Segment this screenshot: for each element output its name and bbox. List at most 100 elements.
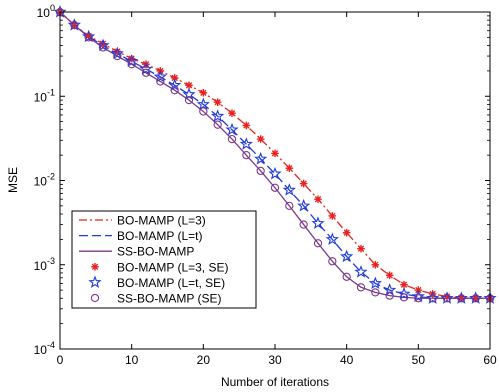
data-point-star [125,54,139,67]
data-point-star [139,62,153,75]
data-point-circle [328,257,337,266]
y-tick-label: 10-3 [34,256,55,273]
data-point-star [311,216,325,229]
data-point-asterisk [357,244,365,253]
x-axis-title: Number of iterations [221,375,329,389]
data-point-circle [213,120,222,129]
series-layer [53,5,497,304]
data-point-star [211,109,225,122]
data-point-star [469,291,483,304]
x-tick-label: 0 [57,353,64,367]
y-tick-base: 10 [37,6,51,20]
data-point-star [440,291,454,304]
y-tick-exponent: 0 [50,3,55,13]
data-point-asterisk [228,109,236,117]
data-point-circle [428,294,437,303]
y-axis-title: MSE [6,167,20,193]
data-point-asterisk [385,271,394,280]
y-tick-exponent: -1 [47,87,55,97]
data-point-asterisk [342,228,351,237]
y-tick-label: 10-1 [34,87,55,104]
legend-box [71,210,257,309]
data-point-star [110,46,124,60]
data-point-circle [299,220,308,229]
legend-label: SS-BO-MAMP (SE) [117,292,221,306]
data-point-circle [457,294,466,303]
legend-label: BO-MAMP (L=t, SE) [117,276,225,290]
y-tick-exponent: -2 [47,172,55,182]
legend-label: BO-MAMP (L=t) [117,229,202,243]
data-point-asterisk [314,195,322,203]
series-markers-ss-bo-mamp-se [55,7,495,303]
data-point-asterisk [371,260,380,269]
data-point-circle [156,77,165,86]
data-point-star [282,183,296,196]
legend: BO-MAMP (L=3)BO-MAMP (L=t)SS-BO-MAMPBO-M… [71,210,257,309]
data-point-circle [371,288,380,297]
y-tick-base: 10 [34,175,48,189]
y-tick-base: 10 [34,343,48,357]
data-point-circle [270,183,280,192]
data-point-circle [242,150,251,160]
data-point-circle [70,20,79,30]
legend-item-ss-bo-mamp-se: SS-BO-MAMP (SE) [90,292,221,306]
x-tick-label: 20 [197,353,211,367]
x-tick-label: 10 [125,353,139,367]
y-tick-base: 10 [34,90,48,104]
legend-swatch [88,275,102,289]
y-tick-label: 10-2 [34,172,55,189]
legend-item-bo-mamp-l-3: BO-MAMP (L=3) [79,214,206,228]
data-point-circle [442,294,452,303]
legend-label: BO-MAMP (L=3, SE) [117,260,228,274]
data-point-circle [170,86,179,95]
x-tick-label: 40 [340,353,354,367]
data-point-circle [84,33,93,42]
data-point-circle [385,291,394,300]
x-tick-label: 30 [268,353,282,367]
data-point-circle [141,68,151,77]
data-point-asterisk [328,212,337,220]
data-point-circle [184,95,194,105]
x-tick-label: 60 [483,353,497,367]
data-point-asterisk [299,179,308,188]
data-point-star [82,29,96,43]
data-point-asterisk [242,121,251,130]
data-point-circle [256,166,265,176]
data-point-circle [313,239,323,248]
legend-item-bo-mamp-l-t: BO-MAMP (L=t) [79,229,202,243]
x-tick-label: 50 [412,353,426,367]
data-point-star [297,198,311,212]
data-point-star [368,276,382,290]
data-point-star [67,18,81,31]
data-point-star [354,265,368,278]
y-tick-label: 100 [37,3,55,20]
y-tick-exponent: -3 [47,256,55,266]
legend-item-bo-mamp-l-3-se: BO-MAMP (L=3, SE) [91,260,228,274]
data-point-circle [414,294,423,303]
data-point-circle [356,283,366,292]
legend-label: SS-BO-MAMP [117,245,194,259]
data-point-asterisk [256,135,265,143]
data-point-circle [471,294,480,303]
data-point-star [153,69,167,83]
data-point-star [426,291,440,304]
legend-swatch [91,263,99,271]
data-point-star [397,287,411,300]
legend-item-bo-mamp-l-t-se: BO-MAMP (L=t, SE) [88,275,225,290]
y-tick-base: 10 [34,259,48,273]
legend-item-ss-bo-mamp: SS-BO-MAMP [79,245,194,259]
data-point-star [96,38,110,52]
data-point-circle [285,201,294,211]
y-tick-exponent: -4 [47,340,55,350]
data-point-star [168,78,182,91]
plot-frame [59,11,491,350]
data-point-asterisk [285,164,294,172]
data-point-circle [227,134,237,144]
data-point-star [239,137,253,150]
data-point-star [411,289,425,303]
data-point-circle [399,293,409,302]
data-point-circle [98,43,108,52]
data-point-asterisk [199,88,208,97]
